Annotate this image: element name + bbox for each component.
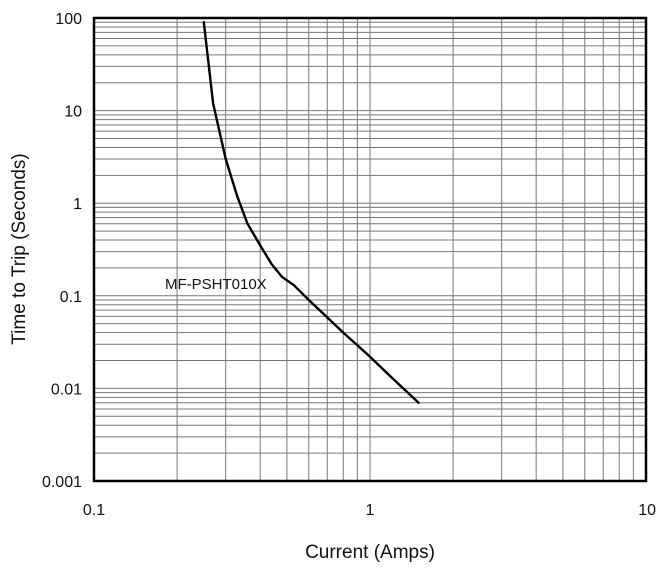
y-tick-label: 1	[73, 196, 82, 213]
x-tick-label: 0.1	[83, 502, 105, 519]
y-axis-title: Time to Trip (Seconds)	[9, 153, 30, 344]
tick-labels: 0.1 1 10 100 10 1 0.1 0.01 0.001	[42, 11, 656, 519]
y-tick-label: 10	[64, 104, 82, 121]
y-tick-label: 0.1	[60, 289, 82, 306]
y-tick-label: 0.001	[42, 474, 82, 491]
x-tick-label: 10	[638, 502, 656, 519]
y-tick-label: 0.01	[51, 381, 82, 398]
grid-lines	[93, 18, 646, 482]
trip-curve-line	[202, 21, 420, 404]
x-axis-title: Current (Amps)	[305, 542, 435, 563]
y-tick-label: 100	[55, 11, 82, 28]
plot-frame	[92, 16, 648, 483]
curve-annotation: MF-PSHT010X	[165, 276, 267, 293]
x-tick-label: 1	[366, 502, 375, 519]
